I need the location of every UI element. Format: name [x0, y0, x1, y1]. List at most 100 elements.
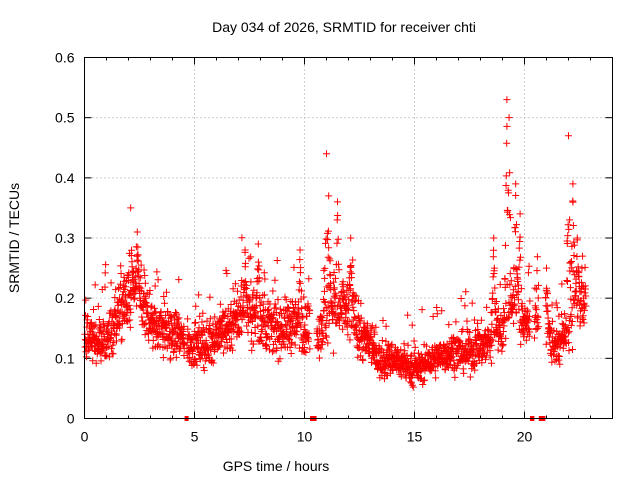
data-point	[408, 321, 416, 329]
data-point	[558, 280, 566, 288]
data-point	[142, 299, 150, 307]
data-point	[335, 266, 343, 274]
data-point	[566, 216, 574, 224]
data-point	[565, 347, 573, 355]
data-point	[247, 253, 255, 261]
data-point	[471, 316, 479, 324]
data-point	[321, 274, 329, 282]
data-point	[557, 310, 565, 318]
data-point	[523, 306, 531, 314]
data-point	[222, 266, 230, 274]
data-point	[136, 274, 144, 282]
data-point	[160, 330, 168, 338]
data-point	[176, 347, 184, 355]
data-point	[576, 301, 584, 309]
data-point	[565, 339, 573, 347]
data-point	[299, 338, 307, 346]
data-point	[400, 340, 408, 348]
data-point	[512, 264, 520, 272]
data-point	[296, 246, 304, 254]
data-point	[315, 341, 323, 349]
data-point	[534, 324, 542, 332]
data-point	[334, 235, 342, 243]
data-point	[524, 308, 532, 316]
data-point	[515, 263, 523, 271]
data-point	[206, 326, 214, 334]
data-point	[548, 317, 556, 325]
data-point	[517, 340, 525, 348]
data-point	[544, 314, 552, 322]
data-point	[570, 251, 578, 259]
data-point	[305, 275, 313, 283]
data-point	[174, 320, 182, 328]
data-point	[517, 285, 525, 293]
data-point	[90, 322, 98, 330]
data-point	[175, 314, 183, 322]
data-point	[248, 346, 256, 354]
data-point	[544, 307, 552, 315]
data-point	[477, 346, 485, 354]
data-point	[455, 338, 463, 346]
data-point	[260, 291, 268, 299]
data-point	[477, 316, 485, 324]
data-point	[490, 246, 498, 254]
data-point	[102, 352, 110, 360]
data-point	[325, 192, 333, 200]
data-point	[344, 331, 352, 339]
data-point	[564, 221, 572, 229]
data-point	[344, 306, 352, 314]
data-point	[524, 269, 532, 277]
data-point	[566, 259, 574, 267]
data-point	[340, 292, 348, 300]
data-point	[404, 341, 412, 349]
data-point	[505, 313, 513, 321]
data-point	[466, 328, 474, 336]
data-point	[420, 377, 428, 385]
data-point	[347, 261, 355, 269]
data-point	[265, 306, 273, 314]
data-point	[208, 356, 216, 364]
data-point	[321, 299, 329, 307]
data-point	[160, 293, 168, 301]
data-point	[184, 315, 192, 323]
data-point	[578, 264, 586, 272]
data-point	[486, 347, 494, 355]
data-point	[227, 335, 235, 343]
data-point	[206, 293, 214, 301]
data-point	[326, 257, 334, 265]
data-point	[175, 276, 183, 284]
data-point	[492, 297, 500, 305]
data-point	[211, 313, 219, 321]
data-point	[168, 341, 176, 349]
data-point	[568, 264, 576, 272]
data-point	[448, 353, 456, 361]
data-point	[503, 139, 511, 147]
data-point	[326, 272, 334, 280]
data-point	[343, 291, 351, 299]
data-point	[334, 260, 342, 268]
data-point	[502, 299, 510, 307]
data-point	[96, 329, 104, 337]
data-point	[292, 331, 300, 339]
data-point	[429, 312, 437, 320]
data-point	[581, 263, 589, 271]
data-point	[141, 272, 149, 280]
data-point	[346, 280, 354, 288]
data-point	[514, 296, 522, 304]
data-point	[271, 300, 279, 308]
data-point	[516, 253, 524, 261]
data-point	[411, 343, 419, 351]
data-point	[565, 317, 573, 325]
data-point	[502, 172, 510, 180]
data-point	[224, 329, 232, 337]
data-point	[142, 294, 150, 302]
data-point	[236, 327, 244, 335]
data-point	[301, 343, 309, 351]
data-point	[499, 327, 507, 335]
data-point	[568, 304, 576, 312]
data-point	[569, 198, 577, 206]
data-point	[185, 331, 193, 339]
data-point	[555, 356, 563, 364]
data-point	[431, 367, 439, 375]
data-point	[385, 346, 393, 354]
